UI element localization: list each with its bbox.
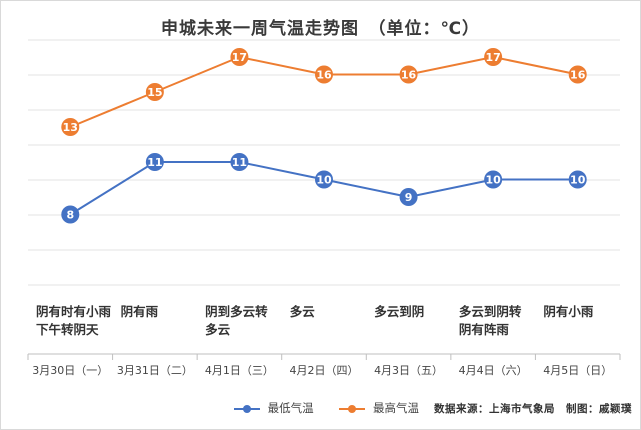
data-label: 17 — [485, 51, 500, 64]
data-label: 11 — [232, 156, 247, 169]
x-tick-label: 4月1日（三） — [204, 364, 274, 377]
x-tick-label: 4月2日（四） — [289, 364, 359, 377]
legend-item-low: 最低气温 — [234, 400, 314, 416]
data-label: 17 — [232, 51, 247, 64]
x-tick-label: 4月5日（日） — [543, 364, 613, 377]
x-tick-label: 3月30日（一） — [32, 364, 109, 377]
weather-label-line: 多云到阴 — [374, 304, 425, 319]
x-tick-label: 3月31日（二） — [116, 364, 193, 377]
weather-label: 阴有雨 — [121, 303, 201, 321]
data-point — [230, 153, 249, 171]
weather-label: 阴有小雨 — [543, 303, 623, 321]
data-point — [61, 118, 80, 136]
data-point — [145, 83, 164, 101]
data-point — [568, 65, 587, 84]
data-label: 16 — [316, 69, 332, 82]
data-label: 10 — [570, 174, 586, 187]
data-label: 10 — [485, 174, 501, 187]
data-point — [230, 48, 249, 66]
weather-label-line: 多云 — [289, 304, 315, 319]
legend-label-high: 最高气温 — [372, 401, 419, 415]
data-label: 11 — [147, 156, 162, 169]
weather-label-line: 阴有雨 — [120, 304, 159, 319]
x-tick-label: 4月3日（五） — [374, 364, 444, 377]
data-point — [145, 153, 164, 171]
data-label: 8 — [66, 209, 74, 222]
data-point — [315, 65, 333, 84]
weather-label-line: 下午转阴天 — [36, 322, 99, 337]
legend-item-high: 最高气温 — [339, 400, 419, 416]
weather-label: 多云到阴转 阴有阵雨 — [459, 303, 539, 339]
weather-label: 阴有时有小雨 下午转阴天 — [36, 303, 116, 339]
weather-label: 多云到阴 — [374, 303, 454, 321]
weather-label-line: 多云到阴转 — [458, 304, 522, 319]
data-label: 15 — [147, 86, 162, 99]
data-point — [484, 48, 503, 66]
legend-swatch-high — [339, 404, 366, 413]
data-label: 13 — [63, 121, 78, 134]
weather-label-line: 阴有小雨 — [543, 304, 594, 319]
data-label: 16 — [570, 69, 586, 82]
weather-label: 阴到多云转 多云 — [205, 303, 285, 339]
data-label: 10 — [316, 174, 332, 187]
chart-title: 申城未来一周气温走势图 （单位：℃） — [160, 19, 481, 39]
data-point — [399, 65, 418, 84]
data-label: 16 — [401, 69, 417, 82]
weather-label-line: 阴有时有小雨 — [36, 304, 112, 319]
x-tick-label: 4月4日（六） — [458, 364, 528, 377]
source-note: 数据来源：上海市气象局 制图：戚颖璞 — [434, 403, 632, 415]
data-point — [61, 205, 80, 224]
legend-label-low: 最低气温 — [267, 401, 314, 415]
data-point — [399, 188, 418, 206]
weather-label-line: 阴到多云转 — [205, 304, 268, 319]
legend: 最低气温 最高气温 — [234, 400, 441, 416]
data-point — [568, 170, 587, 189]
weather-label: 多云 — [290, 303, 370, 321]
data-label: 9 — [405, 191, 413, 204]
weather-label-line: 阴有阵雨 — [458, 322, 509, 337]
data-point — [484, 170, 503, 189]
legend-swatch-low — [234, 404, 260, 413]
data-point — [315, 170, 333, 189]
weather-label-line: 多云 — [205, 322, 231, 337]
